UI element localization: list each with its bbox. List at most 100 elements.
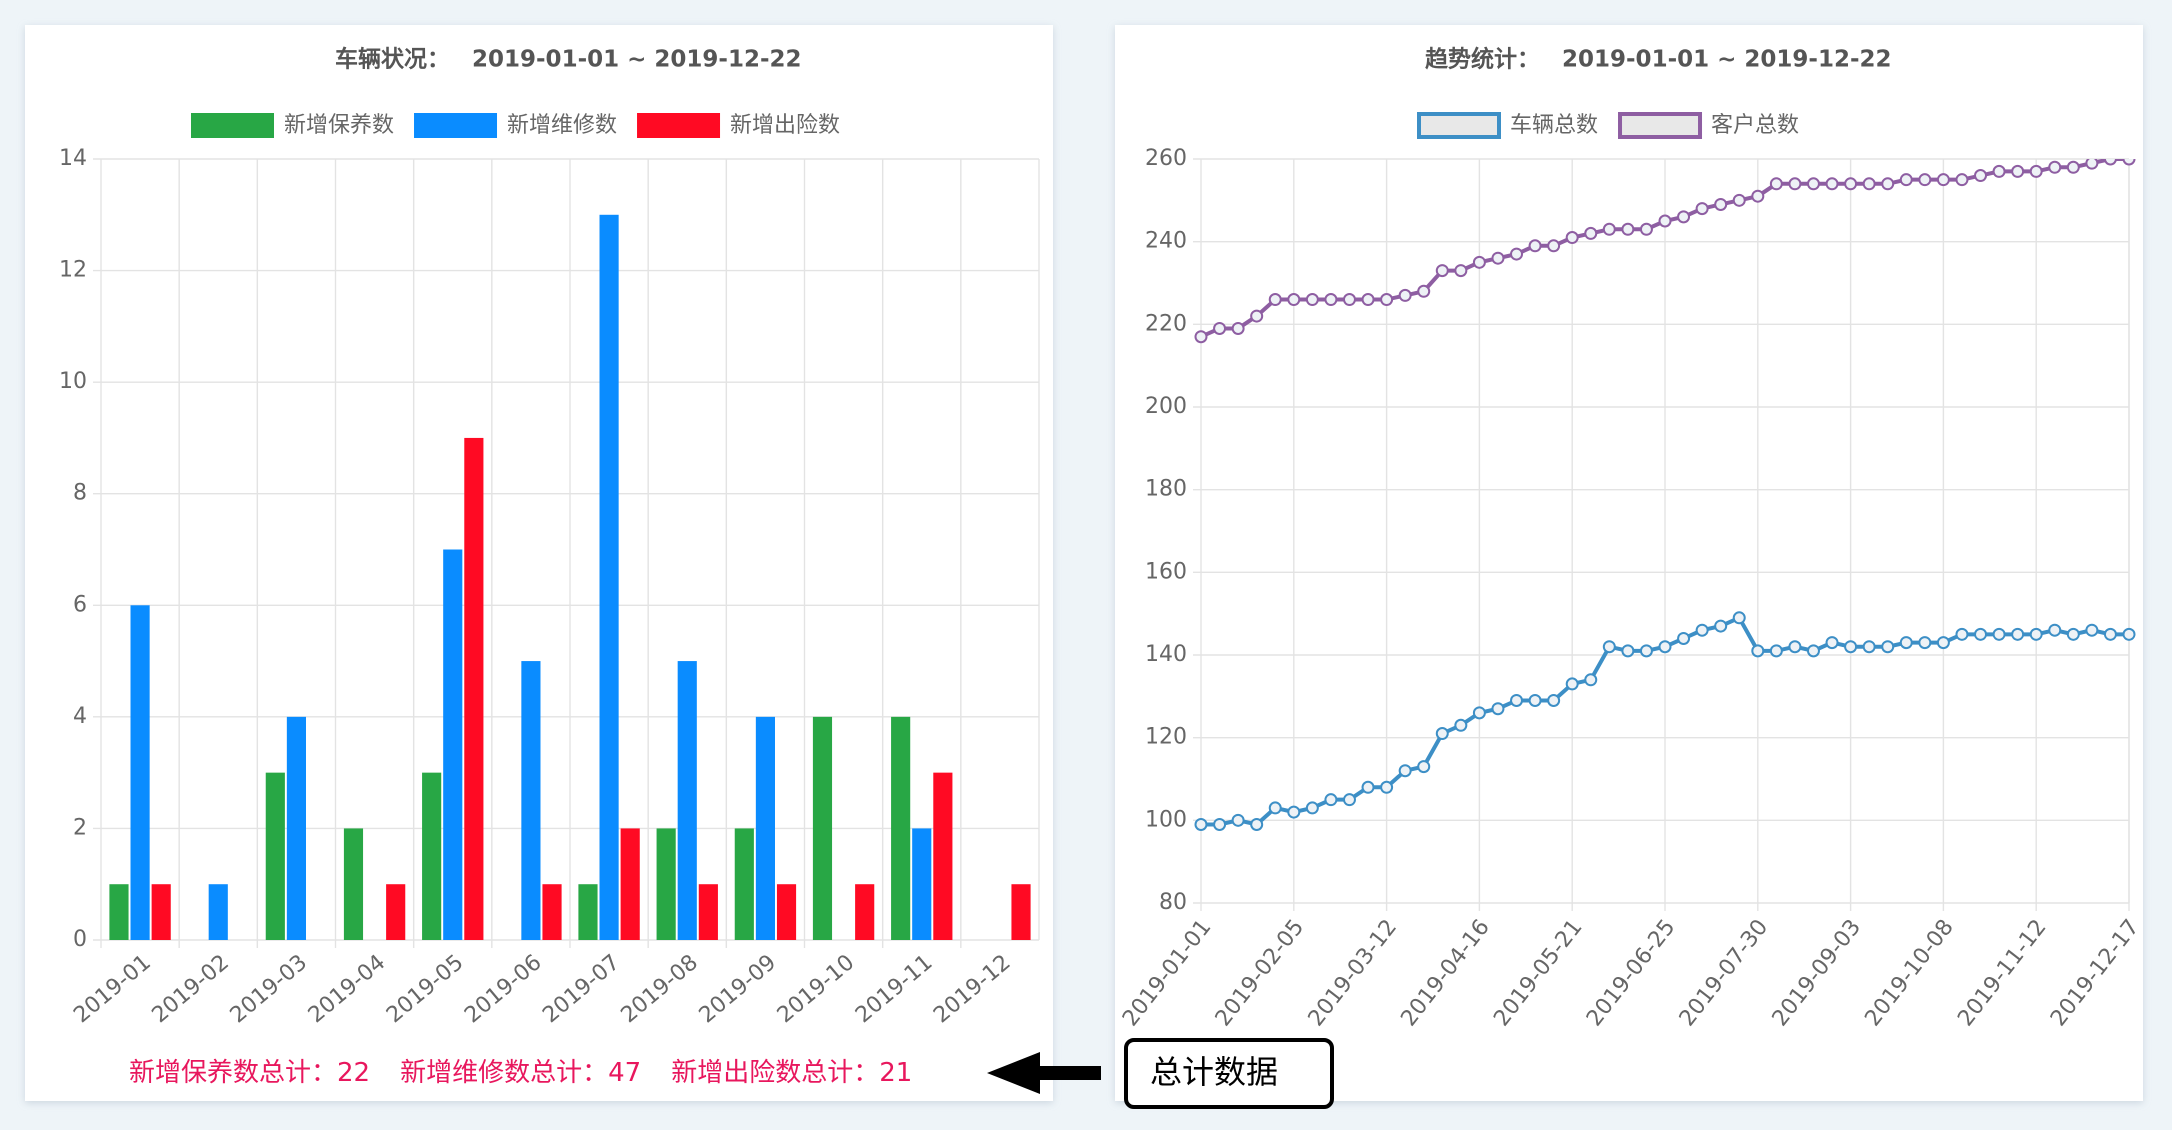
point — [1862, 177, 1876, 191]
totals: 新增保养数总计：22 新增维修数总计：47 新增出险数总计：21 — [129, 1058, 912, 1088]
legend-label: 新增出险数 — [730, 113, 840, 138]
y-tick-label: 6 — [73, 592, 87, 617]
total-label: 新增维修数总计： — [400, 1058, 608, 1088]
point — [1974, 627, 1988, 641]
bar — [698, 884, 718, 940]
point — [1899, 173, 1913, 187]
point — [1491, 251, 1505, 265]
bar — [521, 661, 541, 940]
point — [1751, 644, 1765, 658]
point — [1695, 202, 1709, 216]
point — [1732, 193, 1746, 207]
point — [1714, 197, 1728, 211]
point — [1398, 764, 1412, 778]
point — [1825, 177, 1839, 191]
point — [1547, 693, 1561, 707]
legend-label: 车辆总数 — [1510, 113, 1598, 138]
point — [1435, 727, 1449, 741]
bar — [130, 605, 150, 940]
bar — [422, 772, 442, 940]
point — [1268, 293, 1282, 307]
point — [1380, 780, 1394, 794]
point — [1918, 636, 1932, 650]
point — [2122, 627, 2136, 641]
point — [1825, 636, 1839, 650]
chart-title: 车辆状况： — [335, 46, 450, 73]
point — [1417, 760, 1431, 774]
bar — [933, 772, 953, 940]
point — [1213, 817, 1227, 831]
point — [1361, 780, 1375, 794]
point — [1899, 636, 1913, 650]
bar — [443, 549, 463, 940]
legend-label: 新增保养数 — [284, 113, 394, 138]
point — [1584, 673, 1598, 687]
point — [2103, 627, 2117, 641]
point — [1361, 293, 1375, 307]
bar — [343, 828, 364, 940]
bar — [1011, 884, 1031, 940]
point — [1992, 627, 2006, 641]
y-tick-label: 100 — [1145, 807, 1187, 832]
point — [1658, 214, 1672, 228]
point — [1788, 640, 1802, 654]
legend-label: 客户总数 — [1711, 113, 1799, 138]
bar — [109, 884, 129, 940]
bar — [542, 884, 562, 940]
annotation-box — [1124, 1038, 1334, 1109]
point — [1639, 222, 1653, 236]
point — [1213, 321, 1227, 335]
y-tick-label: 4 — [73, 704, 87, 729]
point — [1194, 330, 1208, 344]
bar — [855, 884, 875, 940]
point — [1398, 288, 1412, 302]
bar — [578, 884, 598, 940]
point — [1231, 321, 1245, 335]
point — [1528, 693, 1542, 707]
bar — [386, 884, 406, 940]
point — [1602, 222, 1616, 236]
point — [1788, 177, 1802, 191]
point — [1342, 793, 1356, 807]
total-value: 47 — [608, 1058, 641, 1088]
point — [1287, 805, 1301, 819]
point — [1454, 264, 1468, 278]
point — [1677, 631, 1691, 645]
point — [1417, 284, 1431, 298]
point — [1936, 636, 1950, 650]
y-tick-label: 240 — [1145, 229, 1187, 254]
point — [1584, 226, 1598, 240]
point — [1658, 640, 1672, 654]
y-tick-label: 10 — [59, 369, 87, 394]
bar — [151, 884, 171, 940]
point — [1639, 644, 1653, 658]
annotation: 总计数据 — [1150, 1053, 1278, 1091]
point — [1621, 222, 1635, 236]
bar — [464, 437, 484, 940]
point — [2066, 627, 2080, 641]
y-tick-label: 2 — [73, 815, 87, 840]
bar — [656, 828, 676, 940]
bar — [286, 716, 306, 940]
point — [1918, 173, 1932, 187]
total-label: 新增出险数总计： — [671, 1058, 879, 1088]
point — [1250, 817, 1264, 831]
point — [1324, 293, 1338, 307]
point — [1881, 640, 1895, 654]
point — [1695, 623, 1709, 637]
point — [1936, 173, 1950, 187]
point — [1862, 640, 1876, 654]
chart-title: 趋势统计： — [1425, 46, 1540, 73]
point — [1844, 177, 1858, 191]
point — [1472, 255, 1486, 269]
point — [1621, 644, 1635, 658]
point — [1547, 239, 1561, 253]
bar — [208, 884, 228, 940]
point — [1714, 619, 1728, 633]
point — [2029, 627, 2043, 641]
point — [1528, 239, 1542, 253]
point — [1565, 677, 1579, 691]
bar — [620, 828, 640, 940]
chart-subtitle: 2019-01-01 ~ 2019-12-22 — [472, 47, 802, 73]
